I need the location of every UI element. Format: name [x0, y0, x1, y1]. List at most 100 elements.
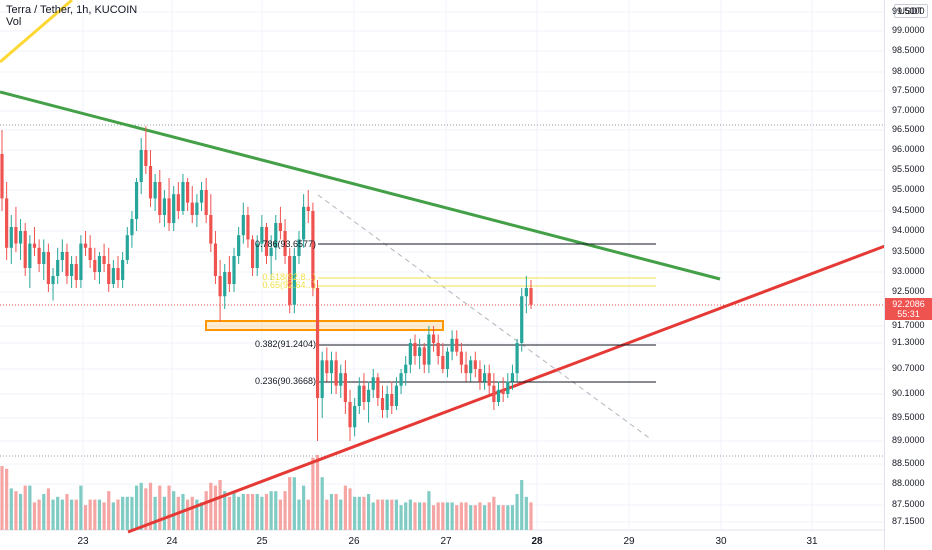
candle-body: [32, 243, 37, 248]
y-tick-label: 98.5000: [892, 45, 925, 55]
volume-bar: [329, 494, 334, 530]
volume-bar: [37, 499, 41, 530]
candle-body: [311, 211, 315, 288]
y-tick-label: 87.5000: [892, 499, 925, 509]
candle-body: [255, 243, 259, 268]
volume-bar: [394, 499, 399, 530]
candle-body: [501, 389, 505, 394]
y-tick-label: 92.5000: [892, 286, 925, 296]
candle-body: [125, 235, 129, 260]
y-tick-label: 99.0000: [892, 25, 925, 35]
candle-body: [134, 182, 139, 219]
y-tick-label: 89.0000: [892, 435, 925, 445]
volume-bar: [260, 496, 264, 530]
candle-body: [487, 373, 491, 386]
volume-bar: [292, 477, 296, 530]
candle-body: [111, 268, 115, 284]
volume-bar: [46, 488, 51, 530]
bar-countdown: 55:31: [897, 309, 920, 319]
volume-bar: [510, 505, 515, 530]
volume-bar: [5, 468, 9, 530]
volume-bar: [93, 499, 97, 530]
candle-body: [23, 231, 27, 268]
volume-bar: [529, 502, 533, 530]
candle-body: [288, 256, 292, 305]
candle-body: [357, 385, 361, 406]
volume-bar: [158, 485, 162, 530]
volume-bar: [116, 499, 120, 530]
candle-body: [0, 154, 4, 199]
y-tick-label: 93.0000: [892, 266, 925, 276]
volume-bar: [315, 455, 320, 530]
drawing-tools: [0, 0, 886, 534]
volume-bar: [343, 485, 347, 530]
x-tick-label: 24: [166, 536, 178, 547]
candle-body: [204, 190, 208, 215]
volume-bar: [431, 505, 436, 530]
volume-bar: [148, 482, 153, 530]
candle-body: [390, 394, 394, 406]
candle-body: [121, 260, 125, 280]
candle-body: [506, 381, 510, 394]
volume-bar: [473, 505, 477, 530]
candle-body: [422, 347, 426, 365]
candle-body: [79, 243, 83, 280]
volume-bar: [32, 502, 37, 530]
volume-bar: [418, 502, 422, 530]
volume-bar: [153, 496, 157, 530]
candle-body: [56, 260, 60, 276]
candle-body: [269, 247, 273, 256]
currency-button[interactable]: USDT: [893, 4, 928, 18]
candle-body: [139, 150, 143, 182]
volume-bar: [107, 491, 111, 530]
volume-bar: [390, 499, 394, 530]
current-price-value: 92.2086: [892, 299, 925, 309]
volume-bar: [482, 505, 487, 530]
volume-bar: [441, 502, 445, 530]
candle-body: [148, 166, 153, 199]
volume-bar: [134, 485, 139, 530]
y-tick-label: 91.3000: [892, 337, 925, 347]
candle-body: [195, 202, 199, 215]
volume-bar: [311, 457, 315, 530]
volume-bar: [195, 499, 199, 530]
candle-body: [186, 182, 190, 203]
y-tick-label: 97.0000: [892, 105, 925, 115]
volume-bar: [408, 499, 412, 530]
y-tick-label: 95.0000: [892, 184, 925, 194]
volume-bar: [70, 499, 74, 530]
candle-body: [46, 252, 51, 284]
volume-bar: [288, 477, 292, 530]
volume-bar: [306, 499, 310, 530]
candle-body: [260, 227, 264, 244]
volume-bar: [404, 502, 408, 530]
current-price-badge: 92.2086 55:31: [885, 298, 932, 320]
volume-bar: [172, 491, 176, 530]
volume-bar: [520, 480, 524, 530]
volume-bar: [399, 505, 403, 530]
x-tick-label: 30: [715, 536, 727, 547]
price-axis[interactable]: [884, 0, 932, 550]
volume-bar: [278, 499, 283, 530]
candlesticks: [0, 126, 533, 441]
candle-body: [515, 343, 519, 374]
volume-bar: [56, 496, 60, 530]
candle-body: [130, 219, 134, 236]
candle-body: [51, 276, 55, 284]
volume-legend: Vol: [6, 16, 22, 28]
candle-body: [496, 389, 501, 402]
candle-body: [227, 272, 231, 284]
y-tick-label: 88.0000: [892, 478, 925, 488]
candle-body: [459, 351, 463, 365]
candle-body: [524, 288, 528, 297]
candle-body: [473, 360, 477, 369]
volume-bar: [427, 491, 431, 530]
candle-body: [37, 247, 41, 264]
volume-bar: [232, 491, 236, 530]
candle-body: [70, 264, 74, 276]
candle-body: [302, 206, 306, 240]
candle-body: [413, 343, 417, 356]
volume-bar: [190, 496, 194, 530]
candle-body: [209, 215, 213, 244]
